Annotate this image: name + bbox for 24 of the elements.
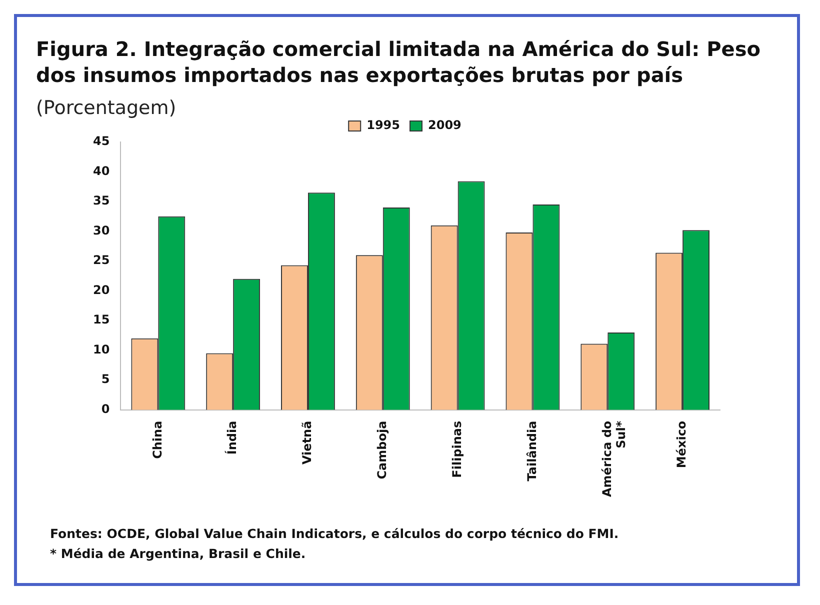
y-tick-label: 40 [92,164,110,178]
text: Fontes: OCDE, Global Value Chain Indicators, e cálculos do corpo técnico do FMI. [50,525,619,543]
x-tick-label: Vietnã [300,420,314,465]
chart-title: Figura 2. Integração comercial limitada na América do Sul: Peso dos insumos importados nas exportações brutas por país [36,36,762,88]
chart-subtitle: (Porcentagem) [36,97,176,119]
x-tick-label: América do Sul* [600,420,628,498]
y-tick-label: 5 [101,372,110,386]
legend-label: 1995 [366,118,400,132]
y-tick-label: 35 [92,194,110,208]
x-tick-label: Tailândia [524,420,539,482]
y-tick-label: 25 [92,253,110,268]
legend-label: 2009 [428,118,462,132]
y-tick-label: 45 [92,134,110,148]
x-tick-label: México [674,420,689,468]
y-tick-label: 10 [92,342,110,356]
x-tick-label: Filipinas [450,420,464,478]
y-tick-label: 20 [92,282,110,297]
x-tick-label: China [150,420,164,459]
text: * Média de Argentina, Brasil e Chile. [50,545,307,563]
y-tick-label: 30 [92,223,110,238]
y-tick-label: 0 [101,402,110,416]
x-tick-label: Índia [224,420,240,455]
y-tick-label: 15 [92,312,110,327]
x-tick-label: Camboja [375,420,390,480]
